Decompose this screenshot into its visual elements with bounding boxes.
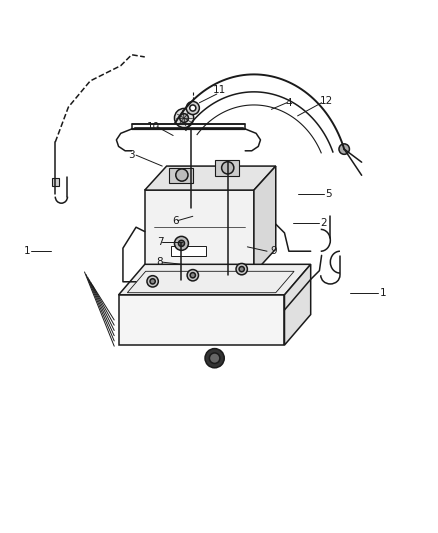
Text: 1: 1	[24, 246, 30, 256]
Circle shape	[180, 114, 188, 123]
Text: 3: 3	[128, 150, 135, 160]
Circle shape	[186, 101, 199, 115]
Text: 9: 9	[270, 246, 277, 256]
Bar	[171, 246, 206, 256]
Polygon shape	[119, 264, 311, 295]
Circle shape	[147, 276, 158, 287]
Text: 11: 11	[212, 85, 226, 95]
Circle shape	[239, 266, 244, 272]
Polygon shape	[254, 166, 276, 273]
Bar	[215, 160, 239, 176]
Polygon shape	[145, 166, 276, 190]
Text: 8: 8	[157, 257, 163, 267]
Text: 7: 7	[157, 238, 163, 247]
Text: 1: 1	[379, 288, 386, 298]
Text: 2: 2	[321, 218, 327, 228]
Circle shape	[222, 161, 234, 174]
Circle shape	[339, 144, 350, 155]
Circle shape	[190, 272, 195, 278]
Circle shape	[187, 270, 198, 281]
Text: 6: 6	[172, 216, 179, 225]
Circle shape	[174, 108, 194, 128]
Polygon shape	[285, 264, 311, 345]
Text: 4: 4	[286, 98, 292, 108]
Bar	[145, 190, 254, 273]
Circle shape	[205, 349, 224, 368]
Bar	[119, 295, 285, 345]
Bar	[52, 178, 59, 185]
Circle shape	[209, 353, 220, 364]
Circle shape	[236, 263, 247, 275]
Circle shape	[174, 236, 188, 251]
Text: 12: 12	[319, 95, 332, 106]
Bar	[186, 205, 195, 210]
Circle shape	[178, 240, 184, 246]
Circle shape	[190, 105, 196, 111]
Text: 10: 10	[147, 122, 160, 132]
Circle shape	[150, 279, 155, 284]
Text: 5: 5	[325, 189, 332, 199]
Circle shape	[176, 169, 188, 181]
Bar	[169, 167, 193, 183]
